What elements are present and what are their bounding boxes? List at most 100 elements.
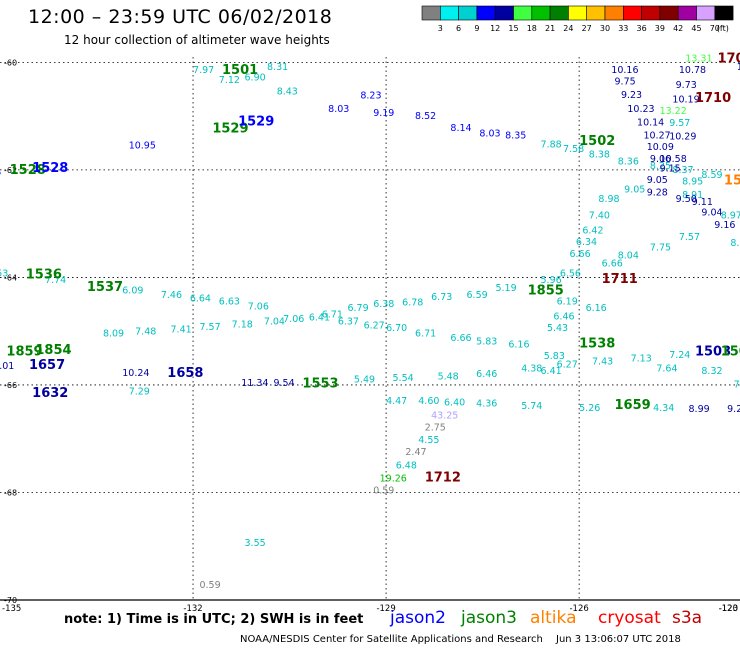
latitude-labels: -60 -62 -64 -66 -68 -70 bbox=[4, 58, 17, 605]
wave-height-label: 6.71 bbox=[322, 310, 343, 321]
wave-height-label: 7.64 bbox=[656, 364, 677, 375]
wave-height-label: 4.34 bbox=[653, 403, 674, 414]
colorbar-unit: (ft) bbox=[717, 24, 729, 33]
wave-height-label: 8.36 bbox=[618, 157, 639, 168]
wave-height-label: 7.40 bbox=[589, 210, 610, 221]
colorbar-swatch bbox=[714, 5, 734, 21]
wave-height-label: 4.36 bbox=[476, 398, 497, 409]
wave-height-label: 10.19 bbox=[672, 95, 699, 106]
wave-height-label: 9.04 bbox=[701, 208, 722, 219]
wave-height-label: 6.78 bbox=[402, 297, 423, 308]
wave-height-label: 19.26 bbox=[380, 474, 407, 485]
page-title: 12:00 – 23:59 UTC 06/02/2018 bbox=[28, 6, 333, 28]
wave-height-label: 5.74 bbox=[521, 401, 542, 412]
wave-height-label: 7.12 bbox=[219, 75, 240, 86]
wave-height-label: 6.27 bbox=[364, 321, 385, 332]
wave-height-label: 10.95 bbox=[129, 140, 156, 151]
colorbar-swatch bbox=[549, 5, 569, 21]
wave-height-label: 8.43 bbox=[277, 87, 298, 98]
wave-height-label: 7.41 bbox=[171, 324, 192, 335]
wave-height-label: 8.37 bbox=[672, 165, 693, 176]
colorbar-tick-label: 6 bbox=[456, 24, 461, 33]
longitude-tick-label: -120 bbox=[719, 604, 738, 614]
wave-height-label: 6.48 bbox=[396, 460, 417, 471]
wave-height-label: 6.90 bbox=[245, 73, 266, 84]
wave-height-label: 6.38 bbox=[373, 299, 394, 310]
wave-height-label: 7.43 bbox=[592, 357, 613, 368]
timestamp-text: Jun 3 13:06:07 UTC 2018 bbox=[556, 634, 681, 645]
colorbar-swatch bbox=[586, 5, 606, 21]
wave-height-label: 9.05 bbox=[624, 184, 645, 195]
wave-height-label: 9.54 bbox=[273, 378, 294, 389]
longitude-tick-label: -123 bbox=[719, 604, 738, 614]
wave-height-label: 7.57 bbox=[679, 232, 700, 243]
wave-height-label: 5.54 bbox=[393, 373, 414, 384]
wave-height-label: 10.27 bbox=[643, 131, 670, 142]
wave-height-label: 8.38 bbox=[589, 150, 610, 161]
colorbar-swatch bbox=[604, 5, 624, 21]
wave-height-label: 9.75 bbox=[615, 76, 636, 87]
wave-height-label: 4.60 bbox=[418, 396, 439, 407]
wave-height-label: 10.14 bbox=[637, 117, 664, 128]
wave-height-label: 6.09 bbox=[122, 286, 143, 297]
wave-height-label: 6.16 bbox=[586, 303, 607, 314]
wave-height-label: 8.09 bbox=[730, 238, 740, 249]
wave-height-label: 5.83 bbox=[476, 337, 497, 348]
wave-height-label: 7.57 bbox=[199, 322, 220, 333]
pass-time-label: 1501 bbox=[222, 63, 258, 78]
wave-height-label: 9.05 bbox=[647, 175, 668, 186]
wave-height-label: 5.48 bbox=[438, 372, 459, 383]
pass-time-label: 1538 bbox=[579, 336, 615, 351]
wave-height-label: 7.13 bbox=[631, 353, 652, 364]
wave-height-label: 6.59 bbox=[467, 290, 488, 301]
colorbar-tick-label: 36 bbox=[637, 24, 647, 33]
pass-time-label: 1657 bbox=[29, 358, 65, 373]
wave-height-label: 8.98 bbox=[598, 194, 619, 205]
wave-height-label: 8.91 bbox=[682, 190, 703, 201]
wave-height-label: 8.04 bbox=[618, 251, 639, 262]
wave-height-label: 9.73 bbox=[676, 80, 697, 91]
wave-height-label: 8.59 bbox=[701, 170, 722, 181]
wave-height-label: 0.59 bbox=[199, 580, 220, 591]
wave-height-label: 5.19 bbox=[495, 283, 516, 294]
wave-height-label: 9.57 bbox=[669, 118, 690, 129]
colorbar-tick-label: 42 bbox=[673, 24, 683, 33]
wave-height-label: 7.72 bbox=[734, 380, 740, 391]
pass-time-label: 1529 bbox=[212, 121, 248, 136]
wave-height-label: 10.16 bbox=[611, 65, 638, 76]
pass-time-label: 1503 bbox=[695, 344, 731, 359]
longitude-tick-label: -132 bbox=[183, 604, 202, 614]
wave-height-label: 8.32 bbox=[701, 366, 722, 377]
wave-height-label: 6.41 bbox=[309, 312, 330, 323]
wave-height-label: 8.31 bbox=[267, 62, 288, 73]
legend-jason2: jason2 bbox=[390, 608, 446, 628]
colorbar-tick-label: 21 bbox=[545, 24, 555, 33]
wave-height-label: 7.46 bbox=[161, 290, 182, 301]
wave-height-label: 13.31 bbox=[685, 53, 712, 64]
credit-text: NOAA/NESDIS Center for Satellite Applica… bbox=[240, 634, 543, 645]
wave-height-label: 9.16 bbox=[714, 220, 735, 231]
wave-height-label: 10.09 bbox=[647, 142, 674, 153]
wave-height-label: 4.47 bbox=[386, 396, 407, 407]
wave-height-label: 5.26 bbox=[579, 403, 600, 414]
wave-height-label: 8.14 bbox=[450, 123, 471, 134]
wave-height-label: 10.01 bbox=[0, 361, 14, 372]
colorbar-tick-label: 39 bbox=[655, 24, 665, 33]
wave-height-label: 7.29 bbox=[129, 387, 150, 398]
wave-height-label: 9.23 bbox=[621, 90, 642, 101]
legend-jason3: jason3 bbox=[461, 608, 517, 628]
colorbar-swatch bbox=[641, 5, 661, 21]
colorbar-tick-label: 33 bbox=[618, 24, 628, 33]
colorbar-legend: 3 6 9 12 15 18 21 24 27 30 33 36 39 42 45 70(ft) bbox=[421, 5, 734, 33]
pass-time-label: 1536 bbox=[26, 268, 62, 283]
wave-height-label: 6.73 bbox=[431, 292, 452, 303]
colorbar-swatch bbox=[531, 5, 551, 21]
wave-height-label: 6.19 bbox=[557, 296, 578, 307]
wave-height-label: 2.47 bbox=[405, 447, 426, 458]
legend-cryosat: cryosat bbox=[598, 608, 661, 628]
wave-height-label: 6.66 bbox=[450, 333, 471, 344]
wave-height-label: 7.06 bbox=[248, 302, 269, 313]
pass-time-label: 1528 bbox=[10, 163, 46, 178]
